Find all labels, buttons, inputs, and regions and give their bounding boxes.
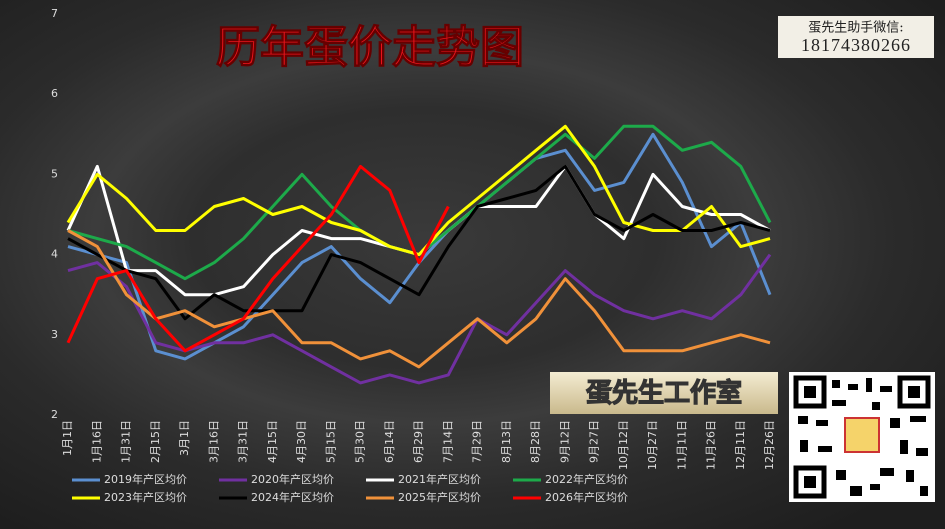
legend-label: 2026年产区均价 — [545, 490, 628, 504]
y-tick-label: 6 — [51, 87, 58, 100]
contact-box — [778, 16, 934, 58]
legend-label: 2020年产区均价 — [251, 472, 334, 486]
x-tick-label: 5月30日 — [354, 420, 367, 463]
series-line — [66, 164, 450, 353]
y-tick-label: 4 — [51, 248, 58, 261]
legend-label: 2024年产区均价 — [251, 490, 334, 504]
x-tick-label: 6月29日 — [412, 420, 425, 463]
x-tick-label: 3月1日 — [178, 420, 191, 456]
x-tick-label: 10月27日 — [646, 420, 659, 470]
x-tick-label: 1月31日 — [120, 420, 133, 463]
x-tick-label: 11月26日 — [705, 420, 718, 470]
series-line — [67, 229, 771, 369]
qr-code — [789, 372, 935, 502]
contact-phone: 18174380266 — [801, 35, 911, 55]
y-tick-label: 2 — [51, 408, 58, 421]
x-tick-label: 4月30日 — [295, 420, 308, 463]
studio-label: 蛋先生工作室 — [586, 378, 742, 409]
x-tick-label: 9月12日 — [558, 420, 571, 463]
chart-title: 历年蛋价走势图 — [216, 22, 524, 73]
legend-label: 2022年产区均价 — [545, 472, 628, 486]
y-tick-label: 7 — [51, 7, 58, 20]
x-tick-label: 1月16日 — [90, 420, 103, 463]
x-tick-label: 12月26日 — [763, 420, 776, 470]
studio-box — [550, 372, 778, 414]
x-tick-label: 9月27日 — [588, 420, 601, 463]
x-tick-label: 7月14日 — [441, 420, 454, 463]
x-tick-label: 10月12日 — [617, 420, 630, 470]
series-line — [67, 164, 771, 321]
x-tick-label: 4月15日 — [266, 420, 279, 463]
x-tick-label: 12月11日 — [734, 420, 747, 470]
x-tick-label: 7月29日 — [471, 420, 484, 463]
x-tick-label: 8月13日 — [500, 420, 513, 463]
x-tick-label: 6月14日 — [383, 420, 396, 463]
legend-label: 2025年产区均价 — [398, 490, 481, 504]
x-tick-label: 3月31日 — [237, 420, 250, 463]
series-line — [66, 124, 771, 257]
x-tick-label: 8月28日 — [529, 420, 542, 463]
x-tick-label: 2月15日 — [149, 420, 162, 463]
x-tick-label: 1月1日 — [61, 420, 74, 456]
x-tick-label: 5月15日 — [324, 420, 337, 463]
x-tick-label: 3月16日 — [207, 420, 220, 463]
legend-label: 2019年产区均价 — [104, 472, 187, 486]
legend-label: 2023年产区均价 — [104, 490, 187, 504]
x-tick-label: 11月11日 — [675, 420, 688, 470]
legend-label: 2021年产区均价 — [398, 472, 481, 486]
y-tick-label: 5 — [51, 167, 58, 180]
y-tick-label: 3 — [51, 328, 58, 341]
contact-label: 蛋先生助手微信: — [808, 21, 903, 36]
